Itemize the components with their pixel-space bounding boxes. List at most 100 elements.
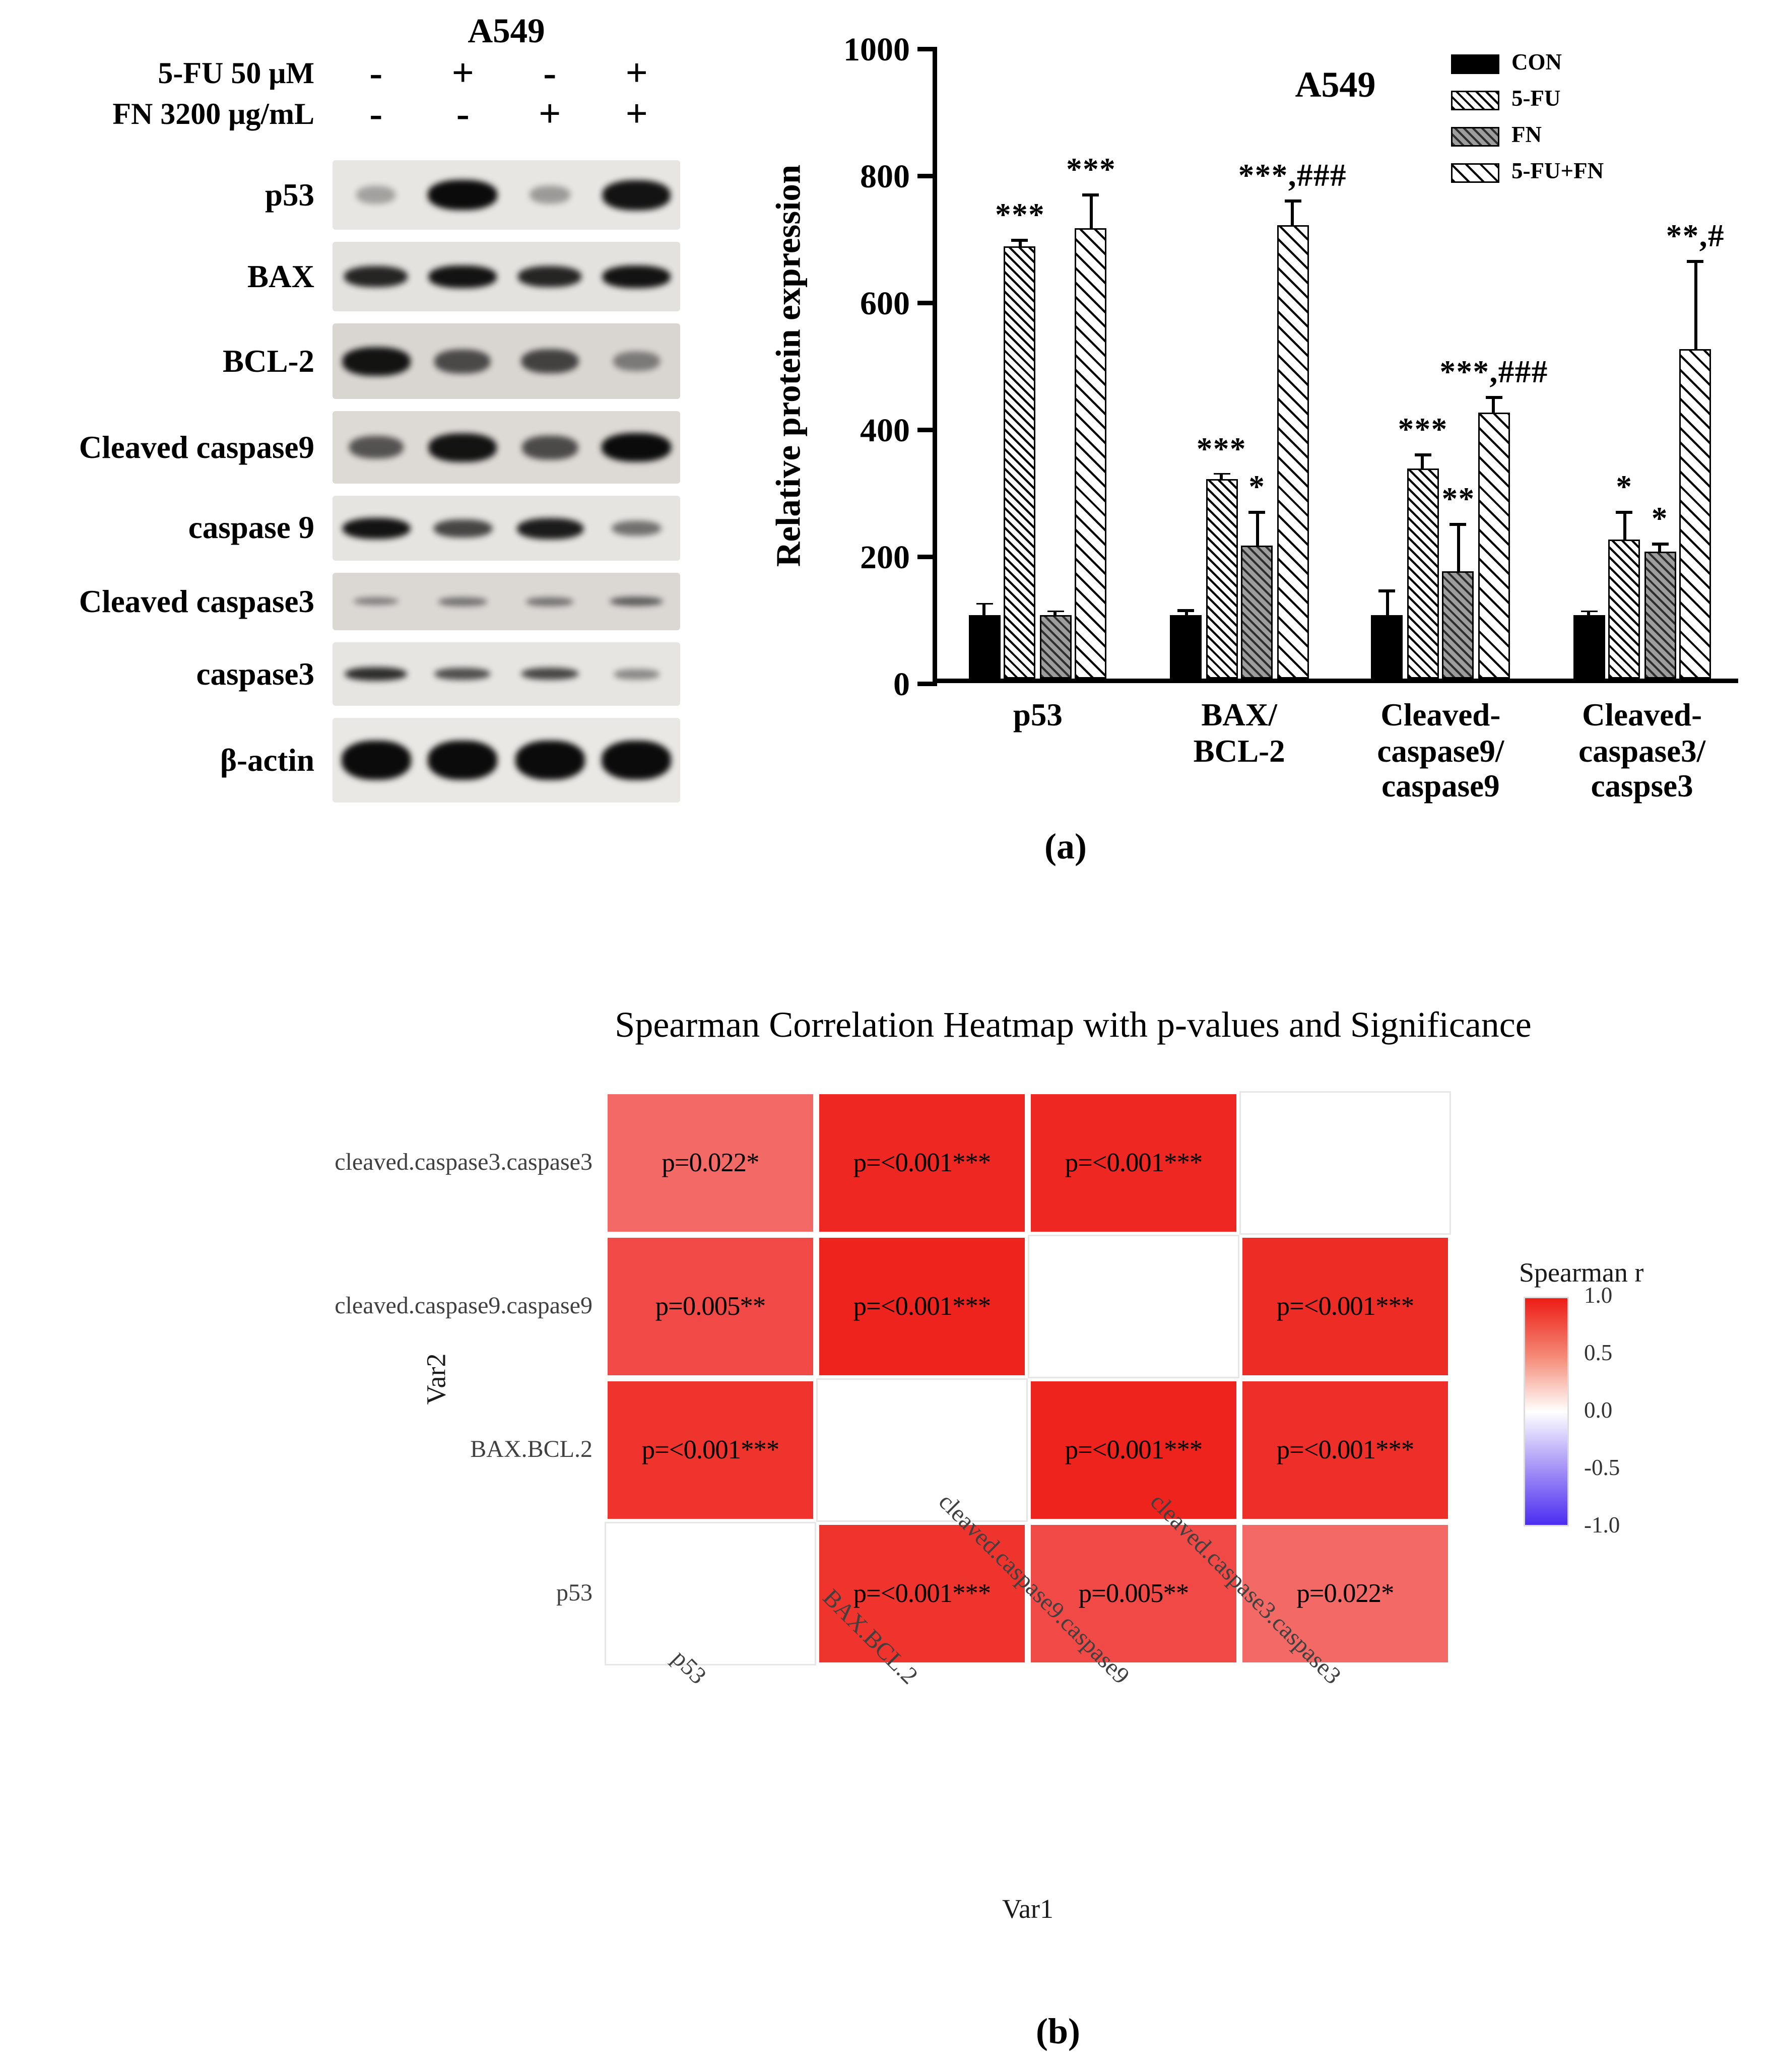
western-blot: A549 5-FU 50 μM - + - + FN 3200 μg/mL - - + + p53… (15, 9, 680, 815)
error-bar-line (1694, 259, 1697, 349)
y-tick-mark (917, 173, 937, 178)
blot-band (344, 667, 408, 681)
colorbar-tick-label: 0.5 (1584, 1342, 1613, 1366)
bar-fn (1442, 570, 1475, 679)
bar-5-fu-fn (1478, 412, 1510, 679)
y-tick-mark (917, 427, 937, 432)
panel-a-label: (a) (1044, 828, 1087, 867)
protein-label: β-actin (220, 741, 314, 778)
error-bar-line (1457, 523, 1460, 571)
significance-label: ** (1441, 481, 1475, 517)
heatmap-cell: p=<0.001*** (1239, 1235, 1451, 1378)
colorbar-gradient (1524, 1297, 1569, 1526)
condition-symbol: + (625, 91, 648, 135)
p-value-label: p=0.005** (1078, 1578, 1189, 1608)
bar-chart: Relative protein expression A549 0 200 400… (763, 12, 1779, 907)
p-value-label: p=0.005** (655, 1291, 766, 1321)
error-bar-line (1256, 510, 1259, 546)
blot-band (521, 435, 578, 459)
condition-label: 5-FU 50 μM (158, 57, 314, 91)
condition-symbol: - (369, 50, 383, 94)
error-bar-cap (1580, 610, 1597, 613)
heatmap-cell-empty (1239, 1091, 1451, 1235)
blot-strip (333, 323, 680, 399)
heatmap-cell: p=<0.001*** (816, 1091, 1028, 1235)
y-axis-title: Var2 (421, 1353, 451, 1405)
bar-fn (1039, 615, 1072, 679)
colorbar-tick-label: 1.0 (1584, 1285, 1613, 1309)
legend-swatch (1451, 127, 1499, 147)
significance-label: *** (1066, 151, 1116, 187)
condition-symbol: + (539, 91, 561, 135)
colorbar-title: Spearman r (1519, 1257, 1644, 1288)
bar-5-fu (1407, 469, 1439, 679)
error-bar-line (1492, 396, 1495, 412)
blot-band (520, 667, 579, 681)
error-bar-line (1623, 510, 1626, 539)
bar-con (1572, 615, 1605, 679)
chart-legend: CON 5-FU FN 5-FU+FN (1451, 51, 1604, 196)
significance-label: ***,### (1238, 157, 1347, 193)
x-category-label: p53 (937, 697, 1139, 734)
blot-band (602, 433, 672, 462)
y-tick-label: 800 (860, 157, 910, 195)
condition-row: 5-FU 50 μM - + - + (15, 50, 680, 95)
legend-swatch (1451, 54, 1499, 74)
blot-band (614, 669, 659, 679)
colorbar-tick-label: -1.0 (1584, 1514, 1620, 1539)
bar-5-fu-fn (1276, 225, 1308, 679)
heatmap-title: Spearman Correlation Heatmap with p-valu… (615, 1007, 1532, 1046)
x-category-line: caspase3/ (1578, 732, 1706, 769)
error-bar-cap (1248, 510, 1266, 513)
y-axis-label: Relative protein expression (769, 164, 807, 567)
error-bar-cap (1616, 510, 1633, 513)
blot-band (612, 520, 662, 537)
error-bar-cap (1687, 259, 1704, 262)
p-value-label: p=0.022* (662, 1147, 759, 1177)
protein-label: caspase3 (196, 655, 314, 692)
heatmap-cell-empty (605, 1522, 816, 1665)
x-category-line: Cleaved- (1380, 697, 1501, 733)
blot-band-row: β-actin (15, 718, 680, 803)
bar-con (1371, 615, 1404, 679)
condition-symbols: - - + + (333, 91, 680, 136)
heatmap-row-label: BAX.BCL.2 (470, 1436, 592, 1462)
error-bar-cap (1177, 609, 1195, 612)
x-category-label: BAX/BCL-2 (1139, 697, 1340, 769)
legend-label: 5-FU (1511, 88, 1561, 112)
blot-band (603, 265, 671, 288)
protein-label: BCL-2 (222, 342, 314, 379)
bar-5-fu-fn (1679, 348, 1711, 679)
heatmap-cell: p=<0.001*** (605, 1378, 816, 1522)
blot-band (439, 597, 487, 606)
heatmap-cell-empty (1028, 1235, 1239, 1378)
significance-label: *** (995, 197, 1045, 234)
blot-strip (333, 496, 680, 561)
blot-band (353, 597, 400, 606)
significance-label: *** (1196, 430, 1246, 466)
protein-label: Cleaved caspase9 (79, 428, 314, 465)
blot-band-row: Cleaved caspase3 (15, 573, 680, 630)
legend-item: 5-FU (1451, 88, 1604, 113)
legend-swatch (1451, 91, 1499, 110)
error-bar-line (1089, 193, 1093, 228)
blot-band (356, 185, 397, 205)
blot-band (341, 741, 411, 780)
blot-band (434, 349, 491, 373)
condition-row: FN 3200 μg/mL - - + + (15, 91, 680, 136)
blot-band (520, 349, 579, 373)
p-value-label: p=<0.001*** (1276, 1434, 1414, 1464)
bar-5-fu (1205, 479, 1237, 679)
blot-band (342, 347, 410, 375)
blot-strip (333, 718, 680, 803)
significance-label: * (1616, 468, 1633, 505)
p-value-label: p=0.022* (1296, 1578, 1394, 1608)
colorbar-tick-label: -0.5 (1584, 1457, 1620, 1481)
blot-band (344, 266, 409, 287)
protein-label: p53 (265, 176, 314, 213)
blot-cell-line-title: A549 (468, 12, 545, 50)
p-value-label: p=<0.001*** (853, 1291, 991, 1321)
error-bar-cap (1450, 523, 1467, 526)
blot-band (428, 180, 498, 210)
significance-label: *** (1398, 411, 1448, 447)
